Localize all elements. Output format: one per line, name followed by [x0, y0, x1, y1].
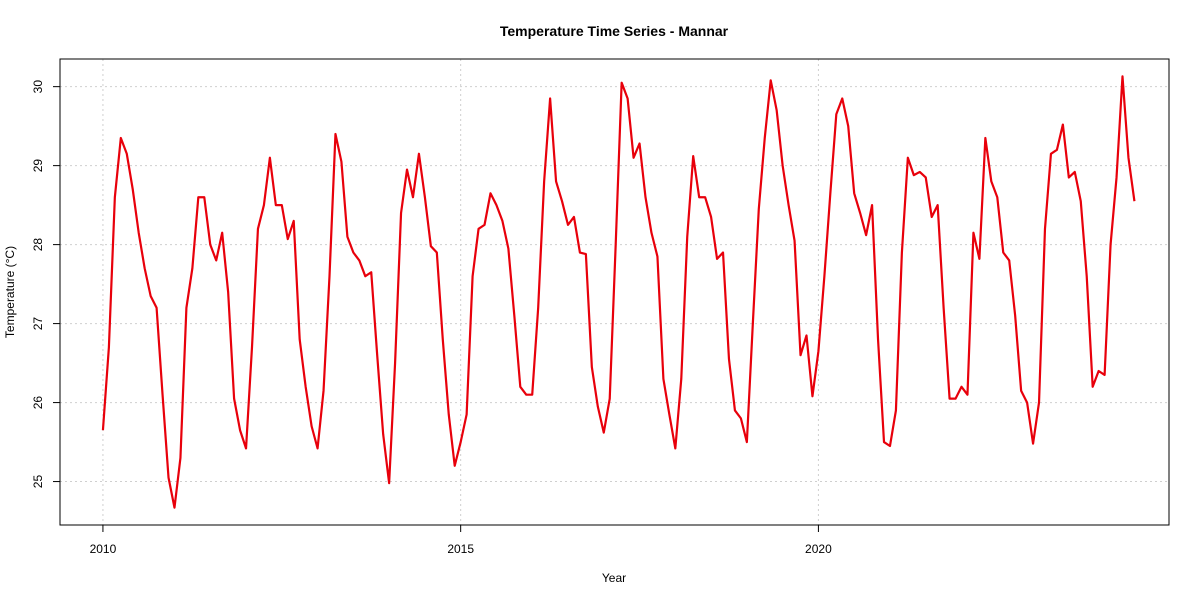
x-tick-label: 2015	[447, 542, 474, 556]
y-tick-label: 25	[31, 475, 45, 489]
chart-title: Temperature Time Series - Mannar	[500, 23, 729, 39]
y-tick-label: 27	[31, 317, 45, 331]
y-tick-label: 28	[31, 238, 45, 252]
x-tick-label: 2020	[805, 542, 832, 556]
x-axis: 2010 2015 2020	[90, 524, 832, 556]
data-layer	[101, 75, 1136, 509]
y-tick-label: 26	[31, 396, 45, 410]
temperature-series-line	[101, 75, 1136, 509]
x-tick-label: 2010	[90, 542, 117, 556]
x-axis-label: Year	[602, 571, 626, 585]
y-tick-label: 30	[31, 80, 45, 94]
y-tick-label: 29	[31, 159, 45, 173]
y-axis-label: Temperature (°C)	[3, 246, 17, 338]
y-axis: 25 26 27 28 29 30	[31, 80, 60, 489]
